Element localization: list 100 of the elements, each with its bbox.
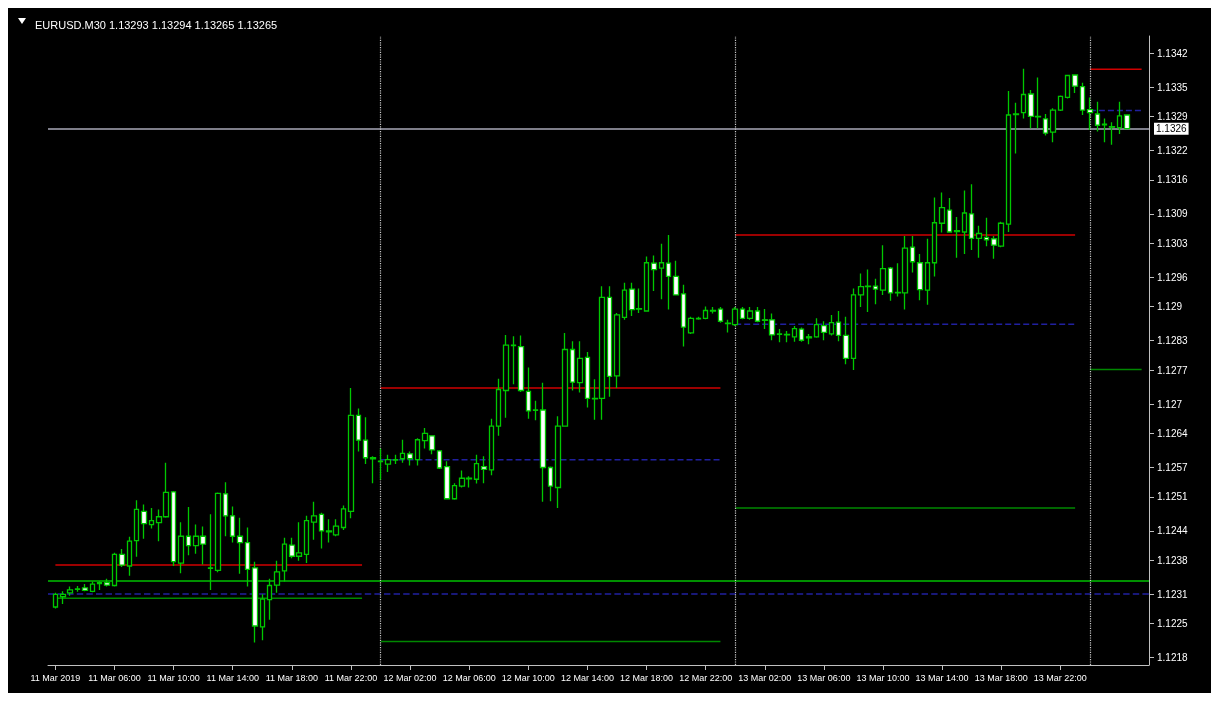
candlestick (133, 499, 140, 558)
candlestick (650, 254, 658, 292)
candlestick (66, 585, 74, 597)
x-tick-label: 11 Mar 2019 (30, 672, 81, 683)
candlestick (687, 316, 695, 335)
candlestick (436, 449, 443, 470)
candlestick (222, 481, 229, 537)
candlestick (399, 439, 406, 464)
candlestick (1012, 102, 1020, 155)
x-tick-label: 12 Mar 14:00 (560, 672, 614, 683)
candlestick (791, 325, 798, 343)
candlestick (1064, 74, 1071, 100)
candlestick (702, 305, 709, 320)
candlestick (1094, 101, 1101, 133)
candlestick (259, 593, 266, 641)
candlestick (961, 189, 968, 255)
y-tick-label: 1.1309 (1157, 208, 1189, 220)
candlestick (643, 255, 650, 313)
x-tick-label: 12 Mar 22:00 (679, 672, 733, 683)
candlestick (658, 243, 665, 300)
x-tick-label: 13 Mar 14:00 (915, 672, 969, 683)
candlestick (835, 310, 842, 342)
x-tick-label: 11 Mar 14:00 (206, 672, 259, 683)
candlestick (1057, 94, 1064, 112)
candlestick (946, 197, 953, 234)
candlestick (1108, 121, 1116, 146)
candlestick (621, 282, 628, 321)
candlestick (805, 333, 813, 345)
candlestick (953, 216, 961, 259)
candlestick (709, 306, 717, 315)
candlestick (52, 592, 59, 610)
candlestick (931, 196, 938, 278)
x-tick-label: 11 Mar 22:00 (324, 672, 378, 683)
candlestick (576, 340, 584, 394)
candlestick (1049, 107, 1057, 143)
candlestick (887, 266, 894, 302)
candlestick (340, 504, 347, 531)
candlestick (414, 437, 421, 467)
candlestick (916, 253, 924, 301)
y-tick-label: 1.1329 (1157, 110, 1189, 122)
candlestick (347, 387, 355, 519)
candlestick (495, 378, 502, 437)
candlestick (1086, 96, 1094, 131)
candlestick (392, 454, 399, 465)
candlestick (369, 455, 377, 484)
candlestick (909, 235, 916, 274)
candlestick (303, 515, 310, 564)
y-tick-label: 1.1231 (1157, 588, 1189, 600)
candlestick (318, 512, 325, 550)
candlestick (613, 312, 621, 389)
candlestick (783, 330, 791, 343)
candlestick (547, 465, 554, 502)
x-tick-label: 11 Mar 10:00 (147, 672, 200, 683)
y-tick-label: 1.129 (1157, 301, 1183, 313)
y-tick-label: 1.1218 (1157, 652, 1189, 664)
candlestick (828, 314, 835, 337)
candlestick (739, 306, 746, 320)
candlestick (229, 505, 236, 544)
x-tick-label: 13 Mar 10:00 (856, 672, 910, 683)
candlestick (126, 536, 133, 577)
candlestick (938, 191, 946, 234)
candlestick (443, 460, 451, 500)
candlestick (148, 507, 155, 530)
candlestick (517, 334, 525, 393)
candlestick (584, 351, 591, 409)
x-tick-label: 12 Mar 18:00 (620, 672, 674, 683)
chart-title: EURUSD.M30 1.13293 1.13294 1.13265 1.13265 (35, 18, 278, 31)
x-tick-label: 11 Mar 18:00 (265, 672, 319, 683)
candlestick (1079, 82, 1086, 116)
y-tick-label: 1.1296 (1157, 271, 1189, 283)
candlestick (118, 548, 126, 568)
candlestick (236, 517, 244, 575)
candlestick (384, 454, 392, 473)
candlestick (177, 521, 185, 574)
candlestick (746, 306, 754, 321)
candlestick (1071, 73, 1079, 94)
candlestick (310, 501, 318, 541)
candlestick (850, 287, 857, 371)
y-tick-label: 1.1342 (1157, 47, 1189, 59)
candlestick (81, 583, 89, 593)
y-tick-label: 1.1251 (1157, 491, 1189, 503)
y-tick-label: 1.1244 (1157, 525, 1189, 537)
candlestick (975, 225, 983, 259)
candlestick (480, 455, 488, 484)
candlestick (776, 328, 783, 343)
candlestick (532, 400, 539, 421)
candlestick (539, 382, 547, 503)
y-tick-label: 1.1335 (1157, 81, 1189, 93)
candlestick (754, 306, 761, 323)
x-tick-label: 13 Mar 02:00 (738, 672, 792, 683)
candlestick (665, 234, 672, 311)
candlestick (813, 317, 820, 339)
candlestick (502, 334, 510, 419)
candlestick (820, 320, 828, 341)
candlestick (488, 418, 495, 476)
candlestick (1123, 113, 1131, 130)
candlestick (1116, 101, 1123, 135)
y-tick-label: 1.1322 (1157, 145, 1189, 157)
candlestick (377, 447, 384, 481)
candlestick (185, 506, 192, 556)
